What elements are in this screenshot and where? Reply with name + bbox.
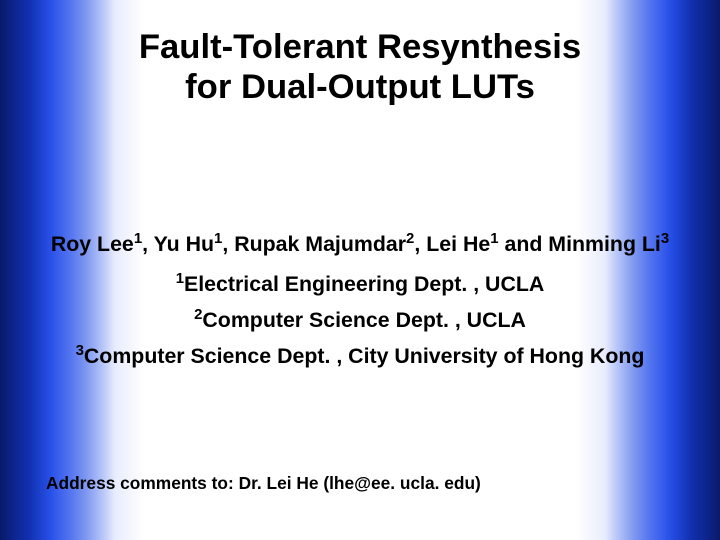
footer-contact: Address comments to: Dr. Lei He (lhe@ee.… [46,473,481,494]
slide-title: Fault-Tolerant Resynthesis for Dual-Outp… [0,28,720,108]
title-line-2: for Dual-Output LUTs [0,68,720,108]
affiliation-2: 2Computer Science Dept. , UCLA [0,308,720,333]
authors-line: Roy Lee1, Yu Hu1, Rupak Majumdar2, Lei H… [0,232,720,257]
affiliation-3: 3Computer Science Dept. , City Universit… [0,344,720,369]
affiliation-1: 1Electrical Engineering Dept. , UCLA [0,272,720,297]
title-line-1: Fault-Tolerant Resynthesis [0,28,720,68]
